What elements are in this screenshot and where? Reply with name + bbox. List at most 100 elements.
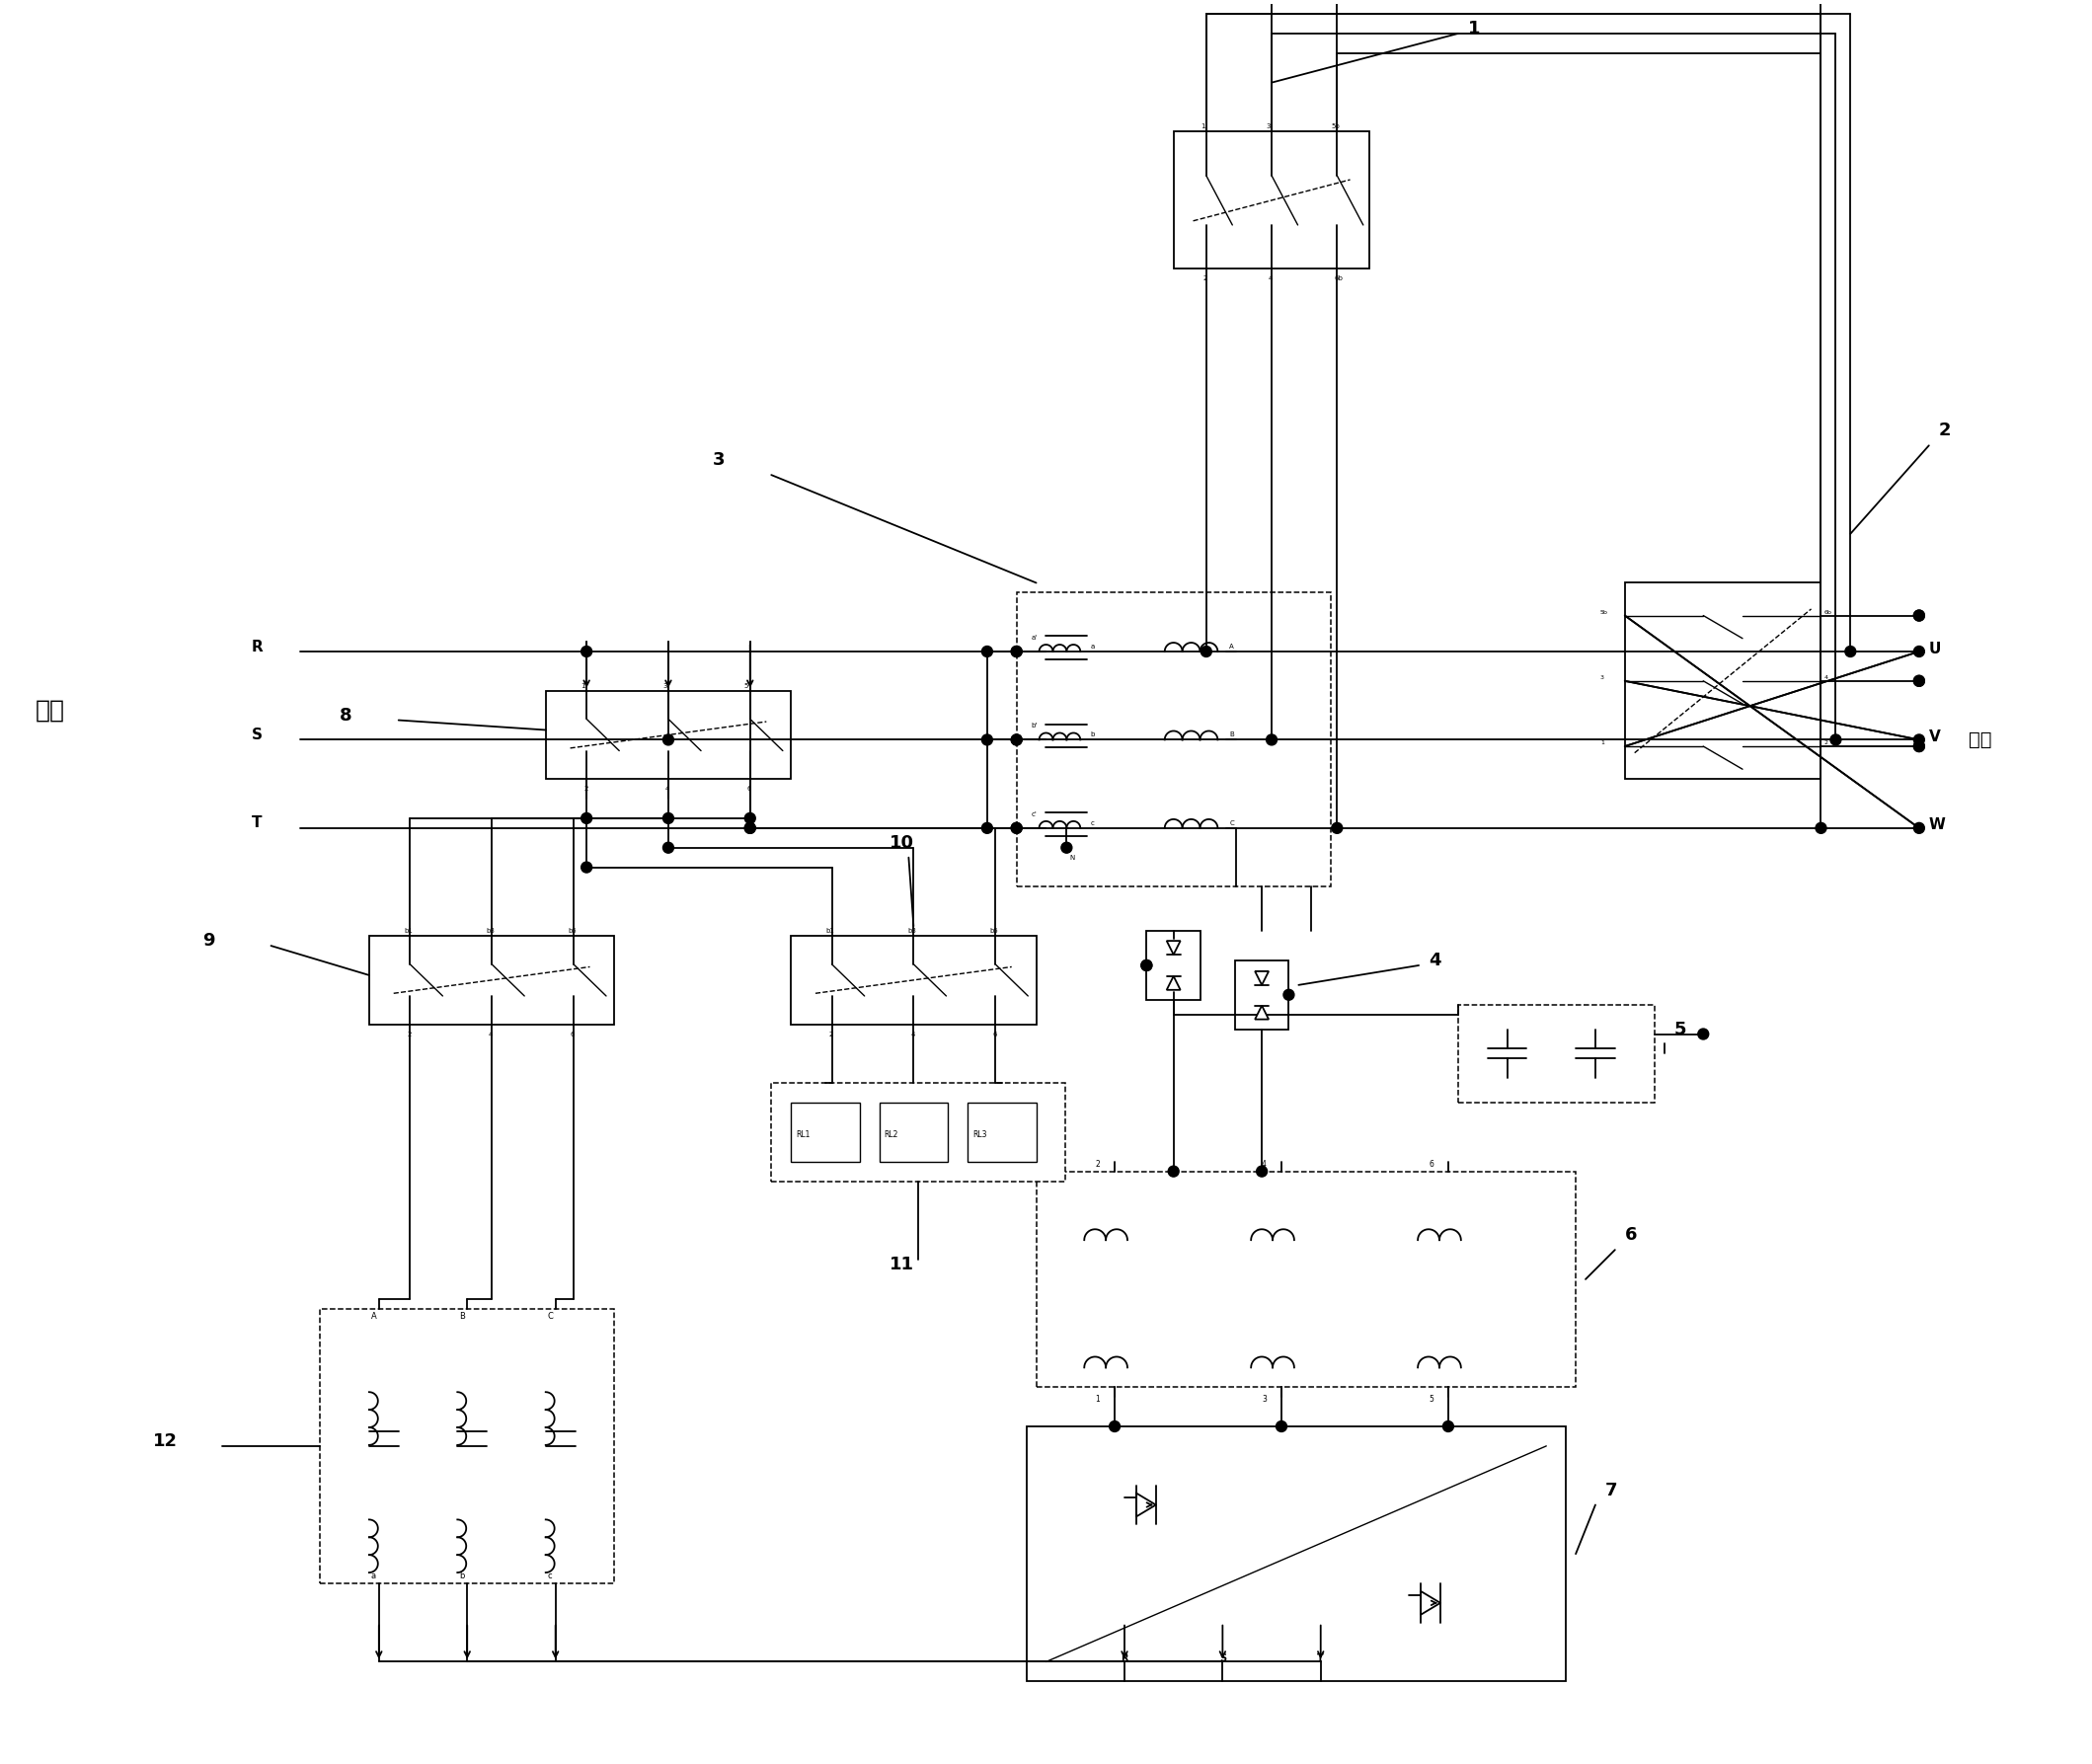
Text: b': b' [1031, 723, 1038, 729]
Text: A: A [1230, 644, 1234, 649]
Circle shape [1699, 1028, 1709, 1039]
Polygon shape [1255, 972, 1268, 984]
Text: b5: b5 [990, 928, 998, 933]
Text: 1: 1 [1469, 19, 1481, 37]
Text: 6b: 6b [1824, 610, 1833, 614]
Text: S: S [251, 727, 262, 743]
Text: 5b: 5b [1331, 123, 1339, 131]
Bar [772, 1083, 1065, 1182]
Text: R: R [1121, 1655, 1128, 1663]
Bar [546, 691, 791, 780]
Text: 6: 6 [1625, 1226, 1638, 1244]
Bar [1036, 1171, 1575, 1387]
Bar [879, 1102, 948, 1161]
Bar [1458, 1005, 1655, 1102]
Circle shape [1010, 646, 1023, 656]
Bar [1027, 1427, 1567, 1681]
Text: 3: 3 [1261, 1395, 1266, 1404]
Text: 4: 4 [1268, 275, 1274, 282]
Text: c: c [1090, 820, 1094, 826]
Text: 5: 5 [1429, 1395, 1433, 1404]
Bar [791, 1102, 860, 1161]
Text: W: W [1929, 818, 1946, 833]
Text: 4: 4 [1824, 676, 1828, 679]
Circle shape [1276, 1422, 1287, 1432]
Circle shape [1914, 610, 1925, 621]
Text: B: B [460, 1312, 464, 1321]
Circle shape [1914, 676, 1925, 686]
Circle shape [663, 813, 674, 824]
Text: T: T [251, 815, 262, 831]
Text: b1: b1 [826, 928, 835, 933]
Text: 5: 5 [1674, 1020, 1686, 1037]
Circle shape [1140, 960, 1153, 970]
Text: 7: 7 [1605, 1482, 1617, 1499]
Bar [1625, 582, 1820, 780]
Text: 5: 5 [745, 683, 749, 688]
Circle shape [1010, 822, 1023, 833]
Text: 2: 2 [828, 1032, 833, 1037]
Text: R: R [251, 639, 264, 654]
Text: V: V [1929, 730, 1941, 744]
Text: 2: 2 [1094, 1159, 1100, 1168]
Text: 6b: 6b [1335, 275, 1343, 282]
Text: b5: b5 [567, 928, 575, 933]
Circle shape [1010, 734, 1023, 744]
Text: 2: 2 [1824, 741, 1828, 746]
Text: 6: 6 [1429, 1159, 1433, 1168]
Circle shape [1010, 646, 1023, 656]
Bar [320, 1309, 615, 1584]
Text: b1: b1 [404, 928, 412, 933]
Text: 1: 1 [582, 683, 586, 688]
Circle shape [745, 813, 755, 824]
Text: 1: 1 [1201, 123, 1205, 131]
Text: 2: 2 [1203, 275, 1207, 282]
Bar [791, 937, 1036, 1025]
Text: 3: 3 [713, 452, 724, 469]
Text: 2: 2 [1939, 422, 1952, 439]
Circle shape [981, 734, 992, 744]
Text: b: b [460, 1572, 464, 1581]
Bar [1017, 593, 1331, 887]
Circle shape [1914, 734, 1925, 744]
Circle shape [1816, 822, 1826, 833]
Circle shape [1266, 734, 1276, 744]
Text: 2: 2 [584, 785, 588, 792]
Circle shape [1914, 676, 1925, 686]
Circle shape [1914, 741, 1925, 751]
Text: 3: 3 [663, 683, 667, 688]
Circle shape [745, 822, 755, 833]
Text: 4: 4 [1429, 951, 1441, 970]
Text: 6: 6 [747, 785, 751, 792]
Circle shape [1845, 646, 1856, 656]
Text: 6: 6 [571, 1032, 575, 1037]
Circle shape [1167, 1166, 1180, 1177]
Text: B: B [1230, 732, 1234, 737]
Circle shape [582, 813, 592, 824]
Text: 5b: 5b [1600, 610, 1609, 614]
Bar [967, 1102, 1036, 1161]
Text: b: b [1090, 732, 1094, 737]
Circle shape [981, 646, 992, 656]
Text: A: A [370, 1312, 377, 1321]
Circle shape [1201, 646, 1211, 656]
Circle shape [1914, 741, 1925, 751]
Text: S: S [1220, 1655, 1226, 1663]
Text: b3: b3 [908, 928, 916, 933]
Text: 1: 1 [1094, 1395, 1100, 1404]
Bar [1146, 931, 1201, 1000]
Text: RL2: RL2 [885, 1131, 897, 1140]
Text: 3: 3 [1266, 123, 1270, 131]
Text: T: T [1318, 1655, 1324, 1663]
Circle shape [1109, 1422, 1119, 1432]
Circle shape [582, 863, 592, 873]
Circle shape [1257, 1166, 1268, 1177]
Text: C: C [1230, 820, 1234, 826]
Circle shape [1830, 734, 1841, 744]
Text: RL1: RL1 [795, 1131, 810, 1140]
Bar [1174, 132, 1370, 268]
Circle shape [582, 646, 592, 656]
Circle shape [981, 822, 992, 833]
Text: 4: 4 [490, 1032, 494, 1037]
Circle shape [1333, 822, 1343, 833]
